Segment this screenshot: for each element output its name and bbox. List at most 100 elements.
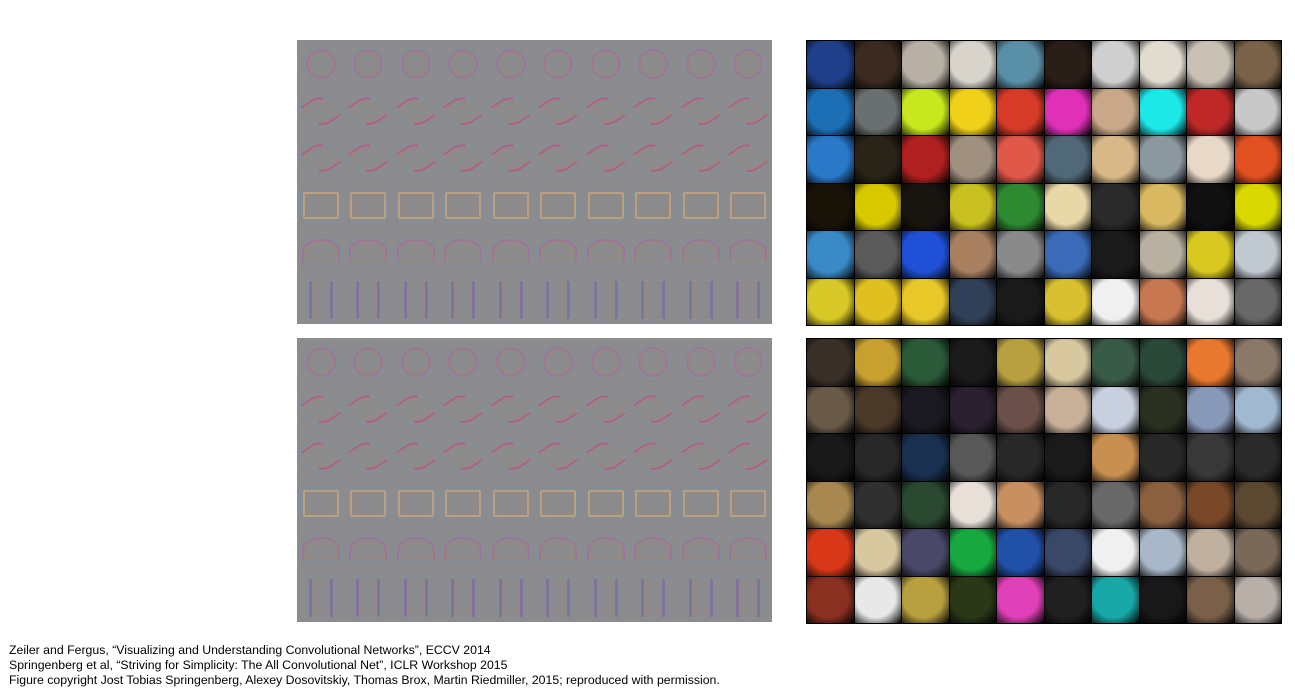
image-patch-tile	[1044, 231, 1091, 278]
visualization-tile	[582, 575, 630, 622]
visualization-tile	[440, 277, 488, 324]
image-patch-tile	[1234, 136, 1281, 183]
visualization-tile	[725, 229, 773, 276]
image-patch-tile	[854, 136, 901, 183]
visualization-tile	[297, 338, 345, 385]
visualization-tile	[630, 135, 678, 182]
image-patch-tile	[1044, 339, 1091, 386]
image-patch-tile	[1044, 278, 1091, 325]
visualization-tile	[392, 229, 440, 276]
image-patch-tile	[949, 136, 996, 183]
visualization-tile	[677, 229, 725, 276]
image-patch-tile	[1234, 434, 1281, 481]
visualization-tile	[725, 433, 773, 480]
visualization-tile	[345, 575, 393, 622]
image-patch-tile	[1187, 481, 1234, 528]
visualization-tile	[535, 575, 583, 622]
visualization-tile	[677, 277, 725, 324]
visualization-tile	[440, 338, 488, 385]
visualization-tile	[677, 480, 725, 527]
visualization-tile	[487, 277, 535, 324]
visualization-tile	[630, 527, 678, 574]
image-patch-tile	[902, 183, 949, 230]
image-patch-tile	[807, 481, 854, 528]
image-patch-tile	[1187, 434, 1234, 481]
visualization-tile	[487, 229, 535, 276]
visualization-tile	[725, 575, 773, 622]
visualization-tile	[677, 385, 725, 432]
image-patch-tile	[1092, 231, 1139, 278]
image-patch-tile	[949, 386, 996, 433]
visualization-tile	[535, 40, 583, 87]
image-patch-tile	[1187, 88, 1234, 135]
image-patch-tile	[1187, 41, 1234, 88]
visualization-tile	[297, 277, 345, 324]
image-patch-tile	[1187, 278, 1234, 325]
image-patch-tile	[1139, 481, 1186, 528]
visualization-tile	[392, 338, 440, 385]
image-patch-tile	[949, 278, 996, 325]
visualization-tile	[487, 40, 535, 87]
image-patch-tile	[854, 434, 901, 481]
image-patch-tile	[1139, 88, 1186, 135]
visualization-tile	[630, 433, 678, 480]
image-patch-tile	[902, 278, 949, 325]
visualization-tile	[297, 527, 345, 574]
visualization-tile	[440, 182, 488, 229]
visualization-tile	[297, 182, 345, 229]
image-patch-tile	[997, 88, 1044, 135]
visualization-tile	[392, 385, 440, 432]
visualization-tile	[630, 575, 678, 622]
visualization-tile	[582, 433, 630, 480]
image-patch-tile	[807, 231, 854, 278]
visualization-tile	[487, 338, 535, 385]
visualization-tile	[440, 40, 488, 87]
visualization-tile	[392, 135, 440, 182]
visualization-tile	[297, 40, 345, 87]
visualization-tile	[392, 575, 440, 622]
visualization-tile	[440, 87, 488, 134]
visualization-tile	[582, 277, 630, 324]
image-patch-tile	[1234, 386, 1281, 433]
visualization-tile	[392, 40, 440, 87]
image-patch-tile	[949, 481, 996, 528]
image-patch-tile	[949, 576, 996, 623]
visualization-tile	[345, 385, 393, 432]
visualization-tile	[725, 87, 773, 134]
image-patch-tile	[1139, 231, 1186, 278]
image-patch-tile	[807, 88, 854, 135]
image-patch-tile	[1187, 231, 1234, 278]
image-patch-tile	[997, 434, 1044, 481]
visualization-tile	[440, 385, 488, 432]
visualization-tile	[297, 575, 345, 622]
image-patch-tile	[902, 576, 949, 623]
image-patch-tile	[902, 529, 949, 576]
visualization-tile	[725, 277, 773, 324]
image-patch-tile	[854, 576, 901, 623]
visualization-tile	[725, 40, 773, 87]
visualization-tile	[487, 385, 535, 432]
image-patch-tile	[902, 231, 949, 278]
visualization-tile	[677, 182, 725, 229]
visualization-tile	[440, 527, 488, 574]
image-patch-tile	[1139, 529, 1186, 576]
image-patch-tile	[1139, 278, 1186, 325]
visualization-tile	[582, 182, 630, 229]
image-patch-tile	[1092, 481, 1139, 528]
visualization-tile	[487, 87, 535, 134]
visualization-tile	[535, 229, 583, 276]
image-patch-tile	[1044, 136, 1091, 183]
visualization-tile	[345, 480, 393, 527]
image-patch-tile	[1187, 386, 1234, 433]
visualization-tile	[345, 87, 393, 134]
image-patch-tile	[1139, 434, 1186, 481]
visualization-tile	[440, 135, 488, 182]
citation-caption: Zeiler and Fergus, “Visualizing and Unde…	[9, 643, 720, 688]
visualization-tile	[392, 182, 440, 229]
image-patch-tile	[1234, 339, 1281, 386]
image-patch-tile	[997, 386, 1044, 433]
visualization-tile	[440, 575, 488, 622]
visualization-tile	[297, 87, 345, 134]
image-patch-tile	[1234, 231, 1281, 278]
guided-backprop-grid-top	[297, 40, 772, 324]
